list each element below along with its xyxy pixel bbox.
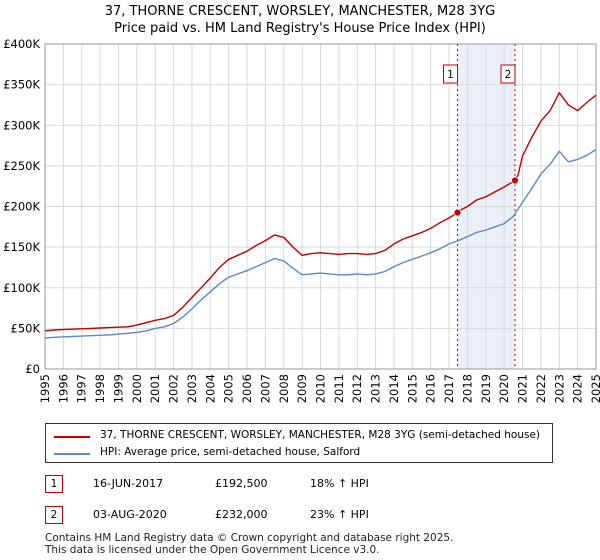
x-tick-label: 1999 (111, 374, 125, 403)
x-tick-label: 2021 (516, 374, 530, 403)
y-tick-label: £150K (3, 240, 40, 254)
x-tick-label: 2010 (314, 374, 328, 403)
footer-licence: This data is licensed under the Open Gov… (45, 544, 380, 556)
chart-subtitle: Price paid vs. HM Land Registry's House … (114, 21, 486, 36)
transaction-marker (511, 176, 519, 185)
x-tick-label: 2013 (369, 374, 383, 403)
x-tick-label: 2018 (460, 374, 474, 403)
y-tick-label: £300K (3, 118, 40, 132)
sale-number-badge: 2 (45, 506, 63, 524)
legend-swatch-hpi (54, 453, 90, 455)
x-tick-label: 2025 (589, 374, 600, 403)
y-tick-label: £250K (3, 159, 40, 173)
sale-date: 16-JUN-2017 (93, 477, 164, 490)
x-tick-label: 1998 (93, 374, 107, 403)
chart-title-address: 37, THORNE CRESCENT, WORSLEY, MANCHESTER… (104, 4, 496, 19)
x-tick-label: 2020 (497, 374, 511, 403)
y-tick-label: £50K (11, 321, 41, 335)
x-tick-label: 2001 (148, 374, 162, 403)
transaction-marker (453, 208, 462, 217)
x-tick-label: 2002 (167, 374, 181, 403)
sale-price: £192,500 (215, 477, 268, 490)
x-tick-label: 2017 (442, 374, 456, 403)
transaction-label-box (500, 64, 516, 84)
sale-date: 03-AUG-2020 (93, 508, 167, 521)
plot-frame (44, 43, 597, 370)
y-tick-label: £400K (3, 37, 40, 51)
sale-hpi-change: 18% ↑ HPI (310, 477, 369, 490)
transaction-label-box (443, 64, 459, 84)
x-tick-label: 2016 (424, 374, 438, 403)
footer-copyright: Contains HM Land Registry data © Crown c… (45, 532, 454, 544)
x-tick-label: 2007 (258, 374, 272, 403)
price-chart: £0 £50K £100K £150K £200K £250K £300K £350K £400… (3, 37, 600, 403)
x-tick-label: 2005 (222, 374, 236, 403)
x-tick-label: 2015 (405, 374, 419, 403)
y-tick-label: £200K (3, 200, 40, 214)
x-tick-label: 2014 (387, 374, 401, 403)
x-tick-label: 2006 (240, 374, 254, 403)
sale-number-badge: 1 (45, 475, 63, 493)
sale-hpi-change: 23% ↑ HPI (310, 508, 369, 521)
legend-label-property: 37, THORNE CRESCENT, WORSLEY, MANCHESTER… (100, 429, 541, 441)
x-tick-label: 1997 (75, 374, 89, 403)
sale-price: £232,000 (215, 508, 268, 521)
y-tick-label: £0 (25, 362, 40, 376)
series-line-property (44, 92, 597, 332)
y-tick-label: £100K (3, 281, 40, 295)
x-tick-label: 2024 (571, 374, 585, 403)
x-tick-label: 1996 (56, 374, 70, 403)
x-tick-label: 2023 (552, 374, 566, 403)
legend-label-hpi: HPI: Average price, semi-detached house,… (100, 446, 361, 458)
x-tick-label: 2011 (332, 374, 346, 403)
x-tick-label: 1995 (38, 374, 52, 403)
legend-swatch-property (54, 436, 90, 438)
series-line-hpi (44, 149, 597, 339)
chart-legend: 37, THORNE CRESCENT, WORSLEY, MANCHESTER… (45, 423, 553, 463)
x-tick-label: 2019 (479, 374, 493, 403)
transaction-label: 2 (505, 69, 512, 81)
x-tick-label: 2000 (130, 374, 144, 403)
x-tick-label: 2004 (203, 374, 217, 403)
x-tick-label: 2012 (350, 374, 364, 403)
x-tick-label: 2008 (277, 374, 291, 403)
x-tick-label: 2003 (185, 374, 199, 403)
x-tick-label: 2009 (295, 374, 309, 403)
transaction-label: 1 (447, 69, 454, 81)
y-tick-label: £350K (3, 78, 40, 92)
x-tick-label: 2022 (534, 374, 548, 403)
